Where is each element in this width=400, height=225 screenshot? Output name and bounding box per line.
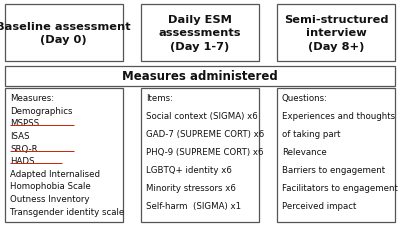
FancyBboxPatch shape	[5, 89, 123, 222]
Text: Perceived impact: Perceived impact	[282, 201, 356, 210]
FancyBboxPatch shape	[277, 4, 395, 62]
Text: Items:: Items:	[146, 94, 173, 103]
Text: Transgender identity scale: Transgender identity scale	[10, 207, 124, 216]
FancyBboxPatch shape	[277, 89, 395, 222]
Text: ISAS: ISAS	[10, 131, 30, 140]
FancyBboxPatch shape	[141, 4, 259, 62]
Text: LGBTQ+ identity x6: LGBTQ+ identity x6	[146, 165, 232, 174]
Text: of taking part: of taking part	[282, 130, 340, 139]
Text: Minority stressors x6: Minority stressors x6	[146, 183, 236, 192]
FancyBboxPatch shape	[5, 66, 395, 87]
Text: Measures:: Measures:	[10, 94, 54, 103]
Text: Relevance: Relevance	[282, 148, 327, 157]
Text: Homophobia Scale: Homophobia Scale	[10, 182, 91, 191]
Text: GAD-7 (SUPREME CORT) x6: GAD-7 (SUPREME CORT) x6	[146, 130, 264, 139]
Text: Semi-structured
interview
(Day 8+): Semi-structured interview (Day 8+)	[284, 15, 388, 52]
Text: PHQ-9 (SUPREME CORT) x6: PHQ-9 (SUPREME CORT) x6	[146, 148, 264, 157]
Text: Demographics: Demographics	[10, 106, 72, 115]
Text: Self-harm  (SIGMA) x1: Self-harm (SIGMA) x1	[146, 201, 241, 210]
Text: Baseline assessment
(Day 0): Baseline assessment (Day 0)	[0, 21, 131, 45]
Text: Barriers to engagement: Barriers to engagement	[282, 165, 385, 174]
Text: MSPSS: MSPSS	[10, 119, 39, 128]
Text: Facilitators to engagement: Facilitators to engagement	[282, 183, 398, 192]
Text: Social context (SIGMA) x6: Social context (SIGMA) x6	[146, 112, 258, 121]
Text: Experiences and thoughts: Experiences and thoughts	[282, 112, 395, 121]
FancyBboxPatch shape	[141, 89, 259, 222]
Text: Outness Inventory: Outness Inventory	[10, 194, 90, 203]
Text: Daily ESM
assessments
(Day 1-7): Daily ESM assessments (Day 1-7)	[158, 15, 241, 52]
FancyBboxPatch shape	[5, 4, 123, 62]
Text: HADS: HADS	[10, 157, 34, 165]
Text: Measures administered: Measures administered	[122, 70, 278, 83]
Text: SRQ-R: SRQ-R	[10, 144, 38, 153]
Text: Adapted Internalised: Adapted Internalised	[10, 169, 100, 178]
Text: Questions:: Questions:	[282, 94, 328, 103]
